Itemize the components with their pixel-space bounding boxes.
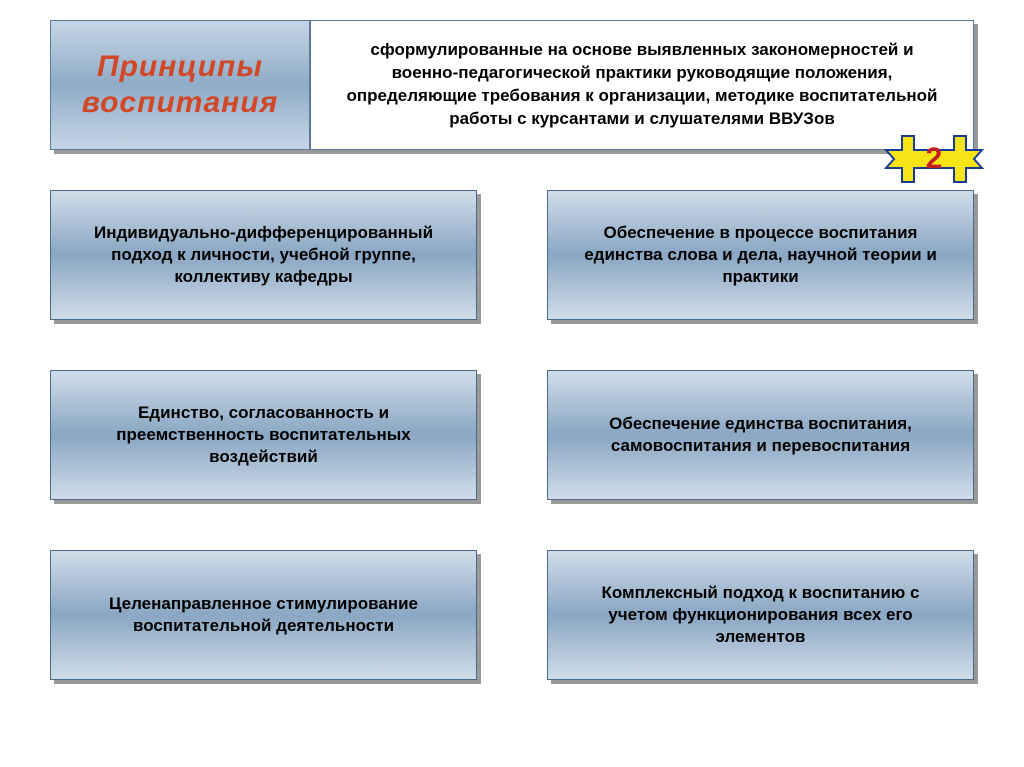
principle-card: Обеспечение единства воспитания, самовос… <box>547 370 974 500</box>
card-text: Обеспечение в процессе воспитания единст… <box>572 222 949 288</box>
principle-card: Индивидуально-дифференцированный подход … <box>50 190 477 320</box>
card-text: Целенаправленное стимулирование воспитат… <box>75 593 452 637</box>
slide-number-badge: 2 <box>884 132 984 186</box>
card-text: Единство, согласованность и преемственно… <box>75 402 452 468</box>
card-text: Комплексный подход к воспитанию с учетом… <box>572 582 949 648</box>
badge-number: 2 <box>926 142 943 176</box>
cards-grid: Индивидуально-дифференцированный подход … <box>50 190 974 680</box>
definition-box: сформулированные на основе выявленных за… <box>310 20 974 150</box>
definition-text: сформулированные на основе выявленных за… <box>335 39 949 131</box>
card-text: Индивидуально-дифференцированный подход … <box>75 222 452 288</box>
principle-card: Целенаправленное стимулирование воспитат… <box>50 550 477 680</box>
principle-card: Комплексный подход к воспитанию с учетом… <box>547 550 974 680</box>
principle-card: Единство, согласованность и преемственно… <box>50 370 477 500</box>
title-box: Принципы воспитания <box>50 20 310 150</box>
title-text: Принципы воспитания <box>51 49 309 121</box>
header-row: Принципы воспитания сформулированные на … <box>50 20 974 150</box>
card-text: Обеспечение единства воспитания, самовос… <box>572 413 949 457</box>
principle-card: Обеспечение в процессе воспитания единст… <box>547 190 974 320</box>
